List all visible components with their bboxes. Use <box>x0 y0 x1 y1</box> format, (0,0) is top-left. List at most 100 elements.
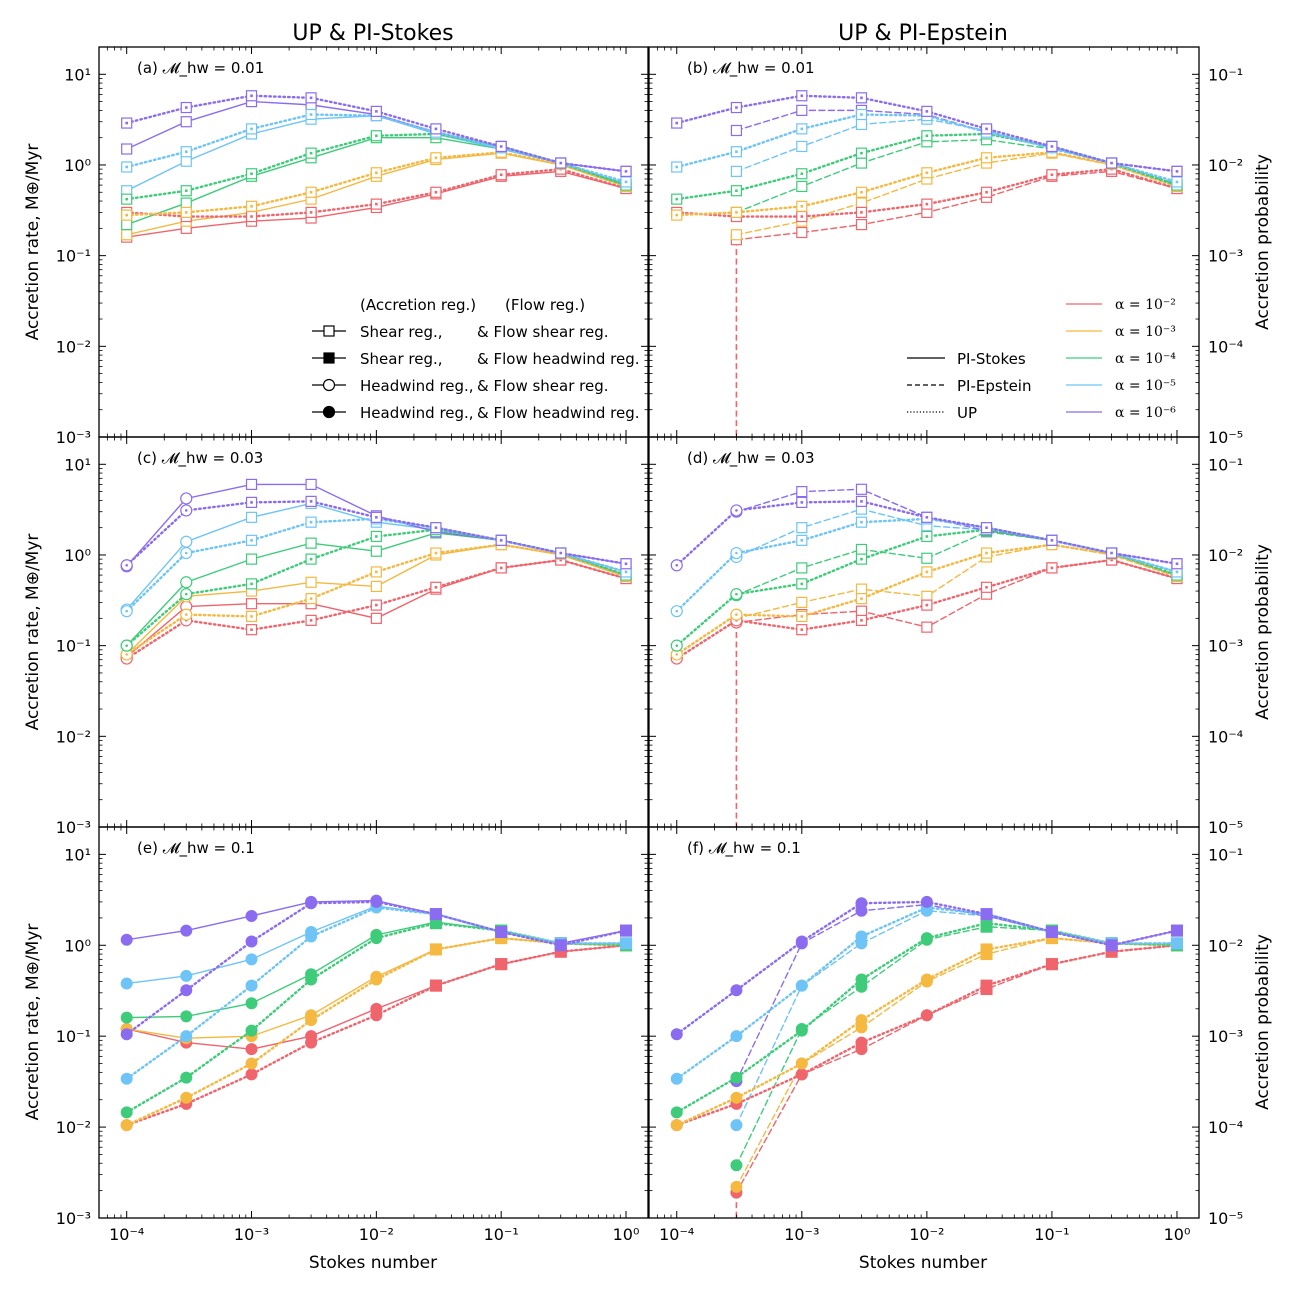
y-axis-label-left-row1: Accretion rate, M⊕/Myr <box>23 144 43 341</box>
data-point-up-alpha-1e-6-dot <box>559 161 563 165</box>
column-title-left: UP & PI-Stokes <box>292 21 453 46</box>
data-point-pi-stokes-alpha-1e-2 <box>245 1043 258 1056</box>
y-tick-label-left: 10⁻² <box>56 1118 91 1137</box>
y-tick-label-right: 10⁻² <box>1208 156 1243 175</box>
data-point-up-alpha-1e-3-dot <box>184 613 188 616</box>
data-point-up-alpha-1e-5 <box>795 979 808 992</box>
data-point-pi-epstein-alpha-1e-4 <box>921 552 933 564</box>
data-point-up-alpha-1e-4-dot <box>800 172 804 176</box>
panel-series-d <box>670 483 1183 827</box>
data-point-up-alpha-1e-2-dot <box>1050 173 1054 177</box>
data-point-up-alpha-1e-5-dot <box>675 165 679 169</box>
data-point-up-alpha-1e-6 <box>245 935 258 948</box>
data-point-pi-stokes-alpha-1e-5 <box>180 969 193 982</box>
data-point-up-alpha-1e-3-dot <box>309 190 313 194</box>
data-point-pi-stokes-alpha-1e-3 <box>305 576 317 588</box>
x-tick-label: 10⁻² <box>909 1225 944 1244</box>
data-point-up-alpha-1e-4-dot <box>184 189 188 193</box>
data-point-up-alpha-1e-6-dot <box>1175 170 1179 173</box>
data-point-up-alpha-1e-4-dot <box>309 151 313 155</box>
data-point-pi-epstein-alpha-1e-3 <box>855 197 868 209</box>
data-point-pi-epstein-alpha-1e-4 <box>855 157 868 169</box>
data-point-up-alpha-1e-2-dot <box>309 211 313 214</box>
data-point-pi-epstein-alpha-1e-3 <box>796 596 808 608</box>
data-point-up-alpha-1e-4 <box>730 1071 743 1084</box>
data-point-pi-epstein-alpha-1e-3 <box>855 583 868 595</box>
data-point-up-alpha-1e-6-dot <box>125 121 128 125</box>
y-tick-label-right: 10⁻⁵ <box>1208 1209 1243 1228</box>
data-point-up-alpha-1e-3-dot <box>860 597 863 600</box>
y-tick-label-right: 10⁻¹ <box>1208 845 1243 864</box>
data-point-up-alpha-1e-6-dot <box>985 127 988 131</box>
data-point-up-alpha-1e-2-dot <box>499 173 503 177</box>
data-point-up-alpha-1e-6-dot <box>250 501 253 504</box>
data-point-up-alpha-1e-5-dot <box>309 520 313 524</box>
legend-flow-label: & Flow headwind reg. <box>477 350 640 368</box>
data-point-up-alpha-1e-6-dot <box>309 96 313 100</box>
axes-layer: 10⁻³ 10⁻² 10⁻¹ 10⁰ 10¹ 10⁻⁵ 10⁻⁴ 10⁻³ 10⁻² 10⁻¹ 10… <box>56 46 1243 1244</box>
data-point-up-alpha-1e-5-dot <box>860 113 863 116</box>
data-point-up-alpha-1e-2-dot <box>375 603 378 607</box>
data-point-up-alpha-1e-4-dot <box>735 189 738 193</box>
data-point-up-alpha-1e-4 <box>795 1024 808 1037</box>
data-point-up-alpha-1e-2 <box>305 1036 318 1049</box>
legend-item-open-square: Shear reg., & Flow shear reg. <box>312 323 609 341</box>
data-point-up-alpha-1e-3 <box>980 943 993 956</box>
data-point-up-alpha-1e-2-dot <box>250 215 253 218</box>
data-point-up-alpha-1e-3 <box>120 1119 133 1132</box>
data-point-up-alpha-1e-3-dot <box>675 213 679 217</box>
data-point-up-alpha-1e-3-dot <box>125 653 128 656</box>
data-point-up-alpha-1e-6-dot <box>624 562 628 566</box>
data-point-up-alpha-1e-6 <box>305 897 318 910</box>
data-point-pi-epstein-alpha-1e-2 <box>921 621 933 633</box>
data-point-pi-stokes-alpha-1e-2 <box>370 612 382 624</box>
filled-square-marker-icon <box>323 352 335 364</box>
data-point-up-alpha-1e-6-dot <box>250 94 253 98</box>
data-point-up-alpha-1e-3-dot <box>800 205 804 208</box>
data-point-up-alpha-1e-6-dot <box>559 551 563 555</box>
data-point-up-alpha-1e-3-dot <box>735 613 738 616</box>
y-tick-label-right: 10⁻⁵ <box>1208 428 1243 447</box>
data-point-up-alpha-1e-3 <box>920 973 933 986</box>
y-tick-label-left: 10¹ <box>64 65 91 84</box>
data-point-pi-epstein-alpha-1e-5 <box>796 522 808 534</box>
data-point-up-alpha-1e-6 <box>180 984 193 997</box>
data-point-up-alpha-1e-5-dot <box>800 127 804 131</box>
open-square-marker-icon <box>323 325 335 337</box>
data-point-pi-stokes-alpha-1e-3 <box>121 229 133 241</box>
data-point-up-alpha-1e-4-dot <box>184 592 188 596</box>
legend-item-open-circle: Headwind reg., & Flow shear reg. <box>312 377 609 395</box>
data-point-pi-stokes-alpha-1e-6 <box>121 143 133 155</box>
series-line-up-alpha-1e-4 <box>125 132 628 201</box>
data-point-up-alpha-1e-5 <box>305 930 318 943</box>
data-point-pi-stokes-alpha-1e-6 <box>180 924 193 937</box>
data-point-up-alpha-1e-6 <box>855 897 868 910</box>
data-point-up-alpha-1e-6-dot <box>925 110 929 113</box>
legend-line-label: PI-Epstein <box>957 377 1031 395</box>
data-point-pi-stokes-alpha-1e-4 <box>180 576 193 589</box>
legend-item-filled-square: Shear reg., & Flow headwind reg. <box>312 350 640 368</box>
data-point-up-alpha-1e-2-dot <box>1050 566 1054 570</box>
data-point-pi-epstein-alpha-1e-3 <box>730 1180 743 1193</box>
data-point-up-alpha-1e-3-dot <box>250 615 253 618</box>
data-point-up-alpha-1e-4-dot <box>925 535 929 538</box>
y-tick-label-left: 10⁻² <box>56 727 91 746</box>
data-point-up-alpha-1e-4 <box>180 1071 193 1084</box>
x-tick-label: 10⁻⁴ <box>659 1225 694 1244</box>
data-point-up-alpha-1e-4 <box>245 1024 258 1037</box>
data-point-up-alpha-1e-3-dot <box>735 211 738 214</box>
data-point-pi-stokes-alpha-1e-5 <box>180 535 193 548</box>
data-point-up-alpha-1e-6-dot <box>1110 551 1113 555</box>
data-point-pi-stokes-alpha-1e-3 <box>370 580 382 593</box>
panel-label-d: (d) 𝓜_hw = 0.03 <box>687 449 815 468</box>
data-point-up-alpha-1e-6-dot <box>184 106 188 109</box>
data-point-up-alpha-1e-6-dot <box>375 110 378 113</box>
x-tick-label: 10⁰ <box>1164 1225 1191 1244</box>
data-point-up-alpha-1e-6-dot <box>1050 145 1054 148</box>
data-point-up-alpha-1e-2-dot <box>985 586 988 589</box>
data-point-up-alpha-1e-5 <box>730 1030 743 1043</box>
data-point-pi-stokes-alpha-1e-6 <box>180 492 193 505</box>
data-point-up-alpha-1e-6 <box>730 984 743 997</box>
data-point-up-alpha-1e-4-dot <box>250 582 253 586</box>
